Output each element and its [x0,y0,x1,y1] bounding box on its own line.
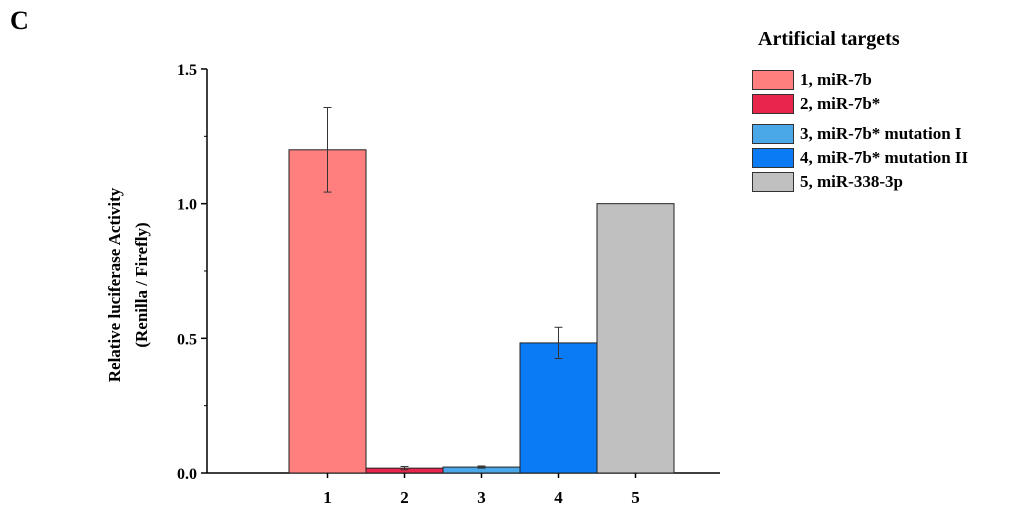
y-axis-label-line1: Relative luciferase Activity [105,187,124,382]
legend-item-3: 3, miR-7b* mutation I [752,122,968,146]
x-tick-label-4: 4 [554,488,563,507]
legend-swatch-2 [752,94,794,114]
legend-label-4: 4, miR-7b* mutation II [800,148,969,167]
legend-title: Artificial targets [758,28,900,50]
legend-swatch-5 [752,172,794,192]
x-tick-label-2: 2 [400,488,409,507]
legend-item-4: 4, miR-7b* mutation II [752,146,968,170]
y-tick-label-1: 0.5 [177,331,197,348]
error-bars [323,107,563,471]
legend-label-3: 3, miR-7b* mutation I [800,124,962,143]
y-ticks: 0.0 0.5 1.0 1.5 [177,62,207,483]
legend-swatch-1 [752,70,794,90]
legend-item-2: 2, miR-7b* [752,92,968,116]
x-tick-label-5: 5 [631,488,640,507]
bar-1 [288,149,367,474]
bar-5 [596,203,675,474]
bar-4 [519,342,598,474]
legend-item-5: 5, miR-338-3p [752,170,968,194]
legend-label-1: 1, miR-7b [800,70,872,89]
panel-label: C [10,6,29,35]
y-tick-label-0: 0.0 [177,466,197,483]
y-tick-label-3: 1.5 [177,62,197,79]
legend-swatch-3 [752,124,794,144]
x-tick-label-1: 1 [323,488,332,507]
y-axis-label-line2: (Renilla / Firefly) [132,222,151,347]
legend-label-5: 5, miR-338-3p [800,172,903,191]
legend: 1, miR-7b 2, miR-7b* 3, miR-7b* mutation… [752,68,968,194]
legend-label-2: 2, miR-7b* [800,94,881,113]
bars [288,149,675,474]
x-tick-label-3: 3 [477,488,486,507]
legend-item-1: 1, miR-7b [752,68,968,92]
legend-swatch-4 [752,148,794,168]
y-tick-label-2: 1.0 [177,197,197,214]
x-ticks: 1 2 3 4 5 [323,473,640,507]
